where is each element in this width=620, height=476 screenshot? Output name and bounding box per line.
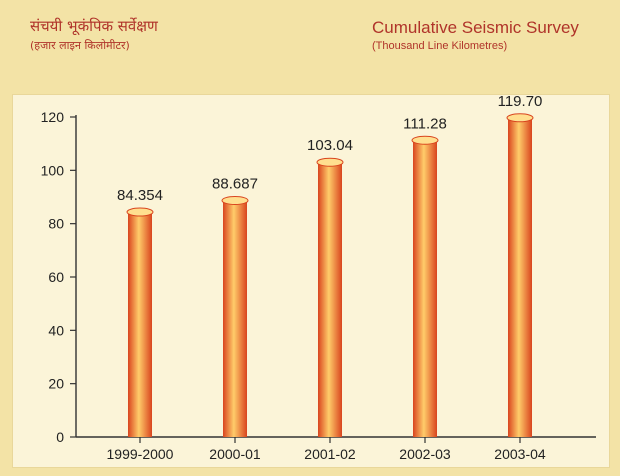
x-tick-label: 2003-04: [494, 446, 546, 462]
data-label: 88.687: [212, 176, 258, 193]
x-tick-label: 1999-2000: [107, 446, 174, 462]
chart-title: Cumulative Seismic Survey: [372, 18, 579, 37]
y-tick-label: 20: [48, 376, 64, 392]
bar-cap: [126, 207, 154, 217]
bar-cap: [221, 196, 249, 206]
data-label: 111.28: [403, 115, 447, 132]
bar: [508, 117, 532, 438]
y-tick-label: 100: [41, 162, 65, 178]
x-tick-label: 2000-01: [209, 446, 261, 462]
bar: [318, 162, 342, 437]
bar-cap: [506, 113, 534, 123]
chart-subtitle: (Thousand Line Kilometres): [372, 40, 508, 52]
bar: [223, 200, 247, 437]
bar: [413, 140, 437, 437]
y-tick-label: 0: [56, 429, 64, 445]
x-tick-label: 2001-02: [304, 446, 356, 462]
bar-cap: [316, 157, 344, 167]
bar-cap: [411, 135, 439, 145]
data-label: 119.70: [498, 93, 543, 110]
hindi-subtitle: (हजार लाइन किलोमीटर): [30, 39, 130, 52]
y-tick-label: 80: [48, 216, 64, 232]
data-label: 103.04: [307, 137, 353, 154]
data-label: 84.354: [117, 187, 163, 204]
bar: [128, 212, 152, 437]
y-tick-label: 120: [41, 109, 65, 125]
hindi-title: संचयी भूकंपिक सर्वेक्षण: [30, 17, 158, 35]
y-tick-label: 60: [48, 269, 64, 285]
x-tick-label: 2002-03: [399, 446, 451, 462]
y-tick-label: 40: [48, 322, 64, 338]
